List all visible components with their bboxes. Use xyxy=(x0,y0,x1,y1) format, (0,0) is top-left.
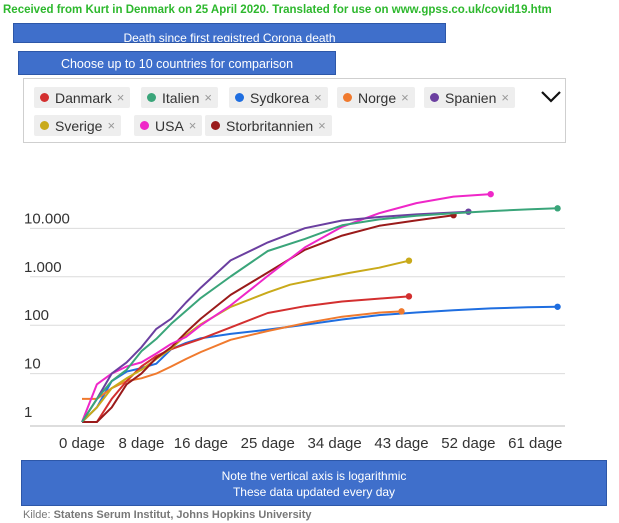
country-chip-italien[interactable]: Italien × xyxy=(141,87,218,108)
series-line-spanien xyxy=(81,210,469,423)
country-chip-sydkorea[interactable]: Sydkorea × xyxy=(229,87,328,108)
legend-dot xyxy=(147,93,156,102)
source-credit: Kilde: Statens Serum Institut, Johns Hop… xyxy=(23,509,312,521)
series-line-norge xyxy=(82,310,402,400)
y-tick-label: 100 xyxy=(24,307,49,324)
series-line-storbritannien xyxy=(82,214,454,423)
country-selector[interactable]: Danmark × Italien × Sydkorea × Norge × Spanien × S… xyxy=(23,78,566,143)
series-end-point-sverige xyxy=(405,257,413,264)
legend-dot xyxy=(235,93,244,102)
country-chip-label: USA xyxy=(155,117,184,134)
country-chip-label: Italien xyxy=(162,89,200,106)
x-tick-label: 52 dage xyxy=(441,435,495,452)
remove-chip-icon[interactable]: × xyxy=(107,118,116,133)
series-end-point-danmark xyxy=(405,293,413,300)
y-tick-label: 1.000 xyxy=(24,259,62,276)
x-tick-label: 8 dage xyxy=(119,435,165,452)
country-chip-label: Spanien xyxy=(445,89,497,106)
source-banner: Received from Kurt in Denmark on 25 Apri… xyxy=(3,4,552,16)
line-chart: 1 10 100 1.000 10.000 0 dage 8 dage 16 dage 25 d… xyxy=(24,190,565,452)
y-tick-label: 1 xyxy=(24,404,32,421)
series-line-usa xyxy=(81,193,491,423)
remove-chip-icon[interactable]: × xyxy=(501,90,509,105)
series-end-point-norge xyxy=(398,308,405,315)
x-tick-label: 25 dage xyxy=(241,435,295,452)
country-chip-label: Storbritannien xyxy=(226,117,314,134)
legend-dot xyxy=(40,121,49,130)
legend-dot xyxy=(40,93,49,102)
remove-chip-icon[interactable]: × xyxy=(314,90,322,105)
remove-chip-icon[interactable]: × xyxy=(188,118,197,133)
country-chip-danmark[interactable]: Danmark × xyxy=(34,87,131,108)
country-chip-label: Norge xyxy=(358,89,397,106)
y-tick-label: 10.000 xyxy=(24,210,70,227)
remove-chip-icon[interactable]: × xyxy=(116,90,125,105)
series-line-italien xyxy=(81,207,558,423)
series-line-danmark xyxy=(82,295,410,423)
x-tick-label: 16 dage xyxy=(174,435,228,452)
remove-chip-icon[interactable]: × xyxy=(204,90,212,105)
country-chip-norge[interactable]: Norge × xyxy=(337,87,415,108)
x-tick-label: 34 dage xyxy=(308,435,362,452)
country-chip-usa[interactable]: USA × xyxy=(134,115,203,136)
chart-title-box: Death since first registred Corona death xyxy=(13,23,446,43)
series-end-point-usa xyxy=(487,190,494,198)
country-chip-label: Danmark xyxy=(55,89,112,106)
remove-chip-icon[interactable]: × xyxy=(318,118,326,133)
country-chip-spanien[interactable]: Spanien × xyxy=(424,87,515,108)
legend-dot xyxy=(343,93,352,102)
y-tick-label: 10 xyxy=(24,356,41,373)
country-chip-storbritannien[interactable]: Storbritannien × xyxy=(205,115,332,136)
x-tick-label: 0 dage xyxy=(59,435,105,452)
chevron-down-icon[interactable] xyxy=(540,88,562,104)
note-line-1: Note the vertical axis is logarithmic xyxy=(221,469,407,483)
remove-chip-icon[interactable]: × xyxy=(401,90,409,105)
x-tick-label: 43 dage xyxy=(374,435,428,452)
legend-dot xyxy=(430,93,439,102)
country-chip-sverige[interactable]: Sverige × xyxy=(34,115,122,136)
series-line-sverige xyxy=(81,259,410,423)
series-line-sydkorea xyxy=(81,305,558,423)
series-end-point-italien xyxy=(554,205,561,212)
x-tick-label: 61 dage xyxy=(508,435,562,452)
legend-dot xyxy=(211,121,220,130)
country-chip-label: Sydkorea xyxy=(250,89,310,106)
choose-countries-box: Choose up to 10 countries for comparison xyxy=(18,51,336,75)
note-line-2: These data updated every day xyxy=(232,485,396,499)
legend-dot xyxy=(140,121,149,130)
country-chip-label: Sverige xyxy=(55,117,103,134)
series-end-point-sydkorea xyxy=(554,303,561,310)
source-prefix: Kilde: xyxy=(23,509,54,521)
source-text: Statens Serum Institut, Johns Hopkins Un… xyxy=(53,509,312,521)
note-box: Note the vertical axis is logarithmic Th… xyxy=(21,460,607,506)
